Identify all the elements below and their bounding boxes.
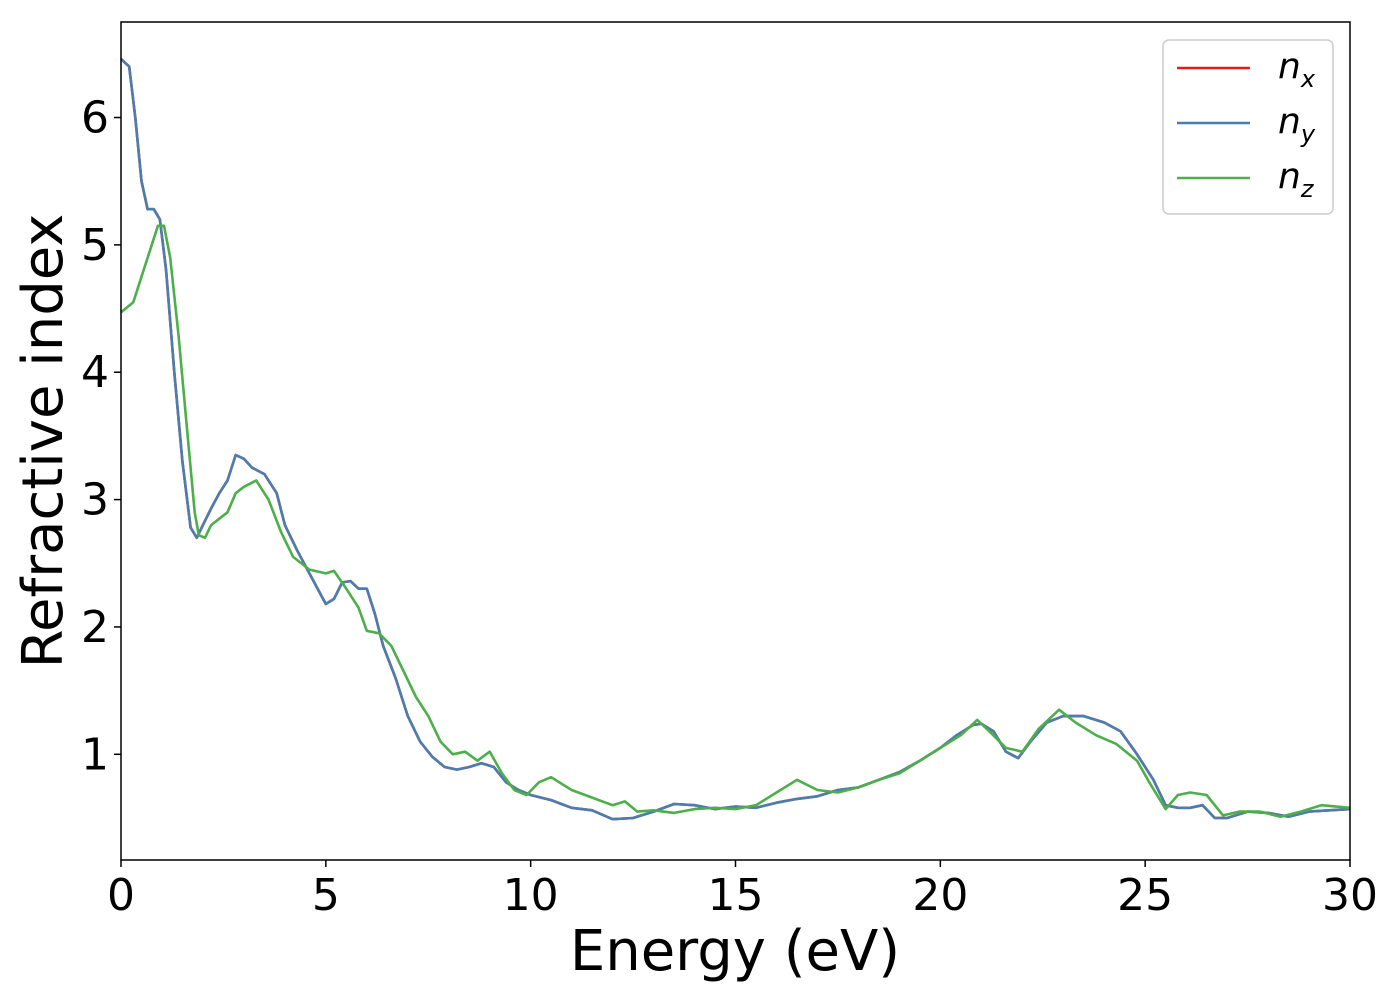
x-tick-label: 25 [1117,870,1173,921]
y-tick-label: 4 [81,347,109,398]
y-axis-label: Refractive index [11,214,76,669]
x-tick-label: 30 [1322,870,1378,921]
y-tick-label: 1 [81,729,109,780]
legend-label-base: n [1278,46,1301,87]
legend-label-base: n [1278,101,1301,142]
legend-label-subscript: y [1300,120,1316,148]
x-tick-label: 10 [503,870,559,921]
legend-box [1162,39,1334,215]
legend-label-subscript: x [1300,65,1316,93]
y-tick-label: 2 [81,602,109,653]
legend-label-subscript: z [1300,175,1315,203]
legend-label-base: n [1278,156,1301,197]
x-tick-label: 5 [312,870,340,921]
legend-label-n-x: nx [1278,46,1316,93]
legend-label-n-z: nz [1278,156,1315,203]
series-line-n-y [120,57,1351,821]
legend-label-n-y: ny [1278,101,1316,148]
y-tick-label: 3 [81,475,109,526]
x-axis-label: Energy (eV) [570,919,900,984]
series-line-n-z [120,224,1351,818]
ticks-layer: 0 5 10 15 20 25 30 1 2 3 4 5 6 [81,93,1378,921]
y-tick-label: 5 [81,220,109,271]
series-layer [120,57,1351,821]
x-tick-label: 0 [107,870,135,921]
x-tick-label: 20 [912,870,968,921]
y-tick-label: 6 [81,93,109,144]
x-tick-label: 15 [708,870,764,921]
